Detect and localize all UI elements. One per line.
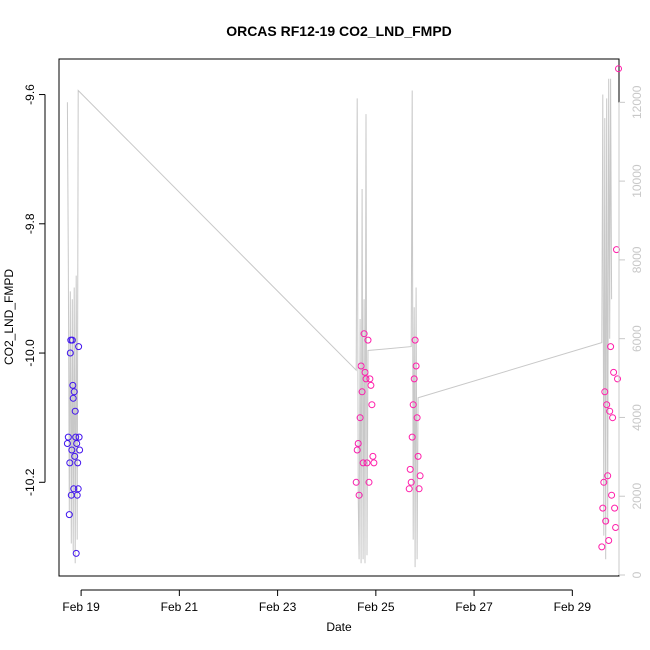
data-point	[71, 452, 79, 460]
data-point	[411, 336, 419, 344]
data-point	[598, 543, 606, 551]
data-point	[69, 394, 77, 402]
data-point	[65, 511, 73, 519]
data-point	[364, 336, 372, 344]
data-point	[606, 407, 614, 415]
data-point	[66, 459, 74, 467]
data-point	[355, 491, 363, 499]
data-point	[410, 375, 418, 383]
data-point	[599, 504, 607, 512]
data-point	[603, 401, 611, 409]
data-point	[76, 446, 84, 454]
x-tick-label: Feb 23	[259, 600, 297, 614]
y-tick-label: -9.8	[23, 213, 37, 234]
x-axis-label: Date	[326, 620, 352, 634]
data-point	[408, 433, 416, 441]
data-point	[361, 368, 369, 376]
data-point	[70, 388, 78, 396]
data-point	[66, 349, 74, 357]
data-point	[370, 459, 378, 467]
data-point	[409, 401, 417, 409]
x-tick-label: Feb 21	[161, 600, 199, 614]
data-point	[416, 472, 424, 480]
y-tick-label: -10.2	[23, 468, 37, 496]
data-point	[407, 478, 415, 486]
y2-tick-label: 8000	[630, 246, 644, 273]
axes-layer: Feb 19 Feb 21 Feb 23 Feb 25 Feb 27 Feb 29 -9.6…	[23, 84, 644, 614]
data-point	[68, 336, 76, 344]
data-point	[69, 381, 77, 389]
data-point	[63, 440, 71, 447]
data-point	[358, 388, 366, 396]
data-point	[64, 433, 72, 441]
data-point	[352, 478, 360, 486]
data-point	[74, 485, 82, 493]
x-tick-label: Feb 19	[62, 600, 100, 614]
data-point	[363, 459, 371, 467]
data-point	[354, 440, 362, 447]
y2-tick-label: 2000	[630, 483, 644, 510]
data-point	[605, 537, 613, 544]
data-point	[607, 343, 615, 351]
y2-tick-label: 4000	[630, 404, 644, 431]
data-point	[356, 414, 364, 422]
data-point	[365, 478, 373, 486]
data-point	[71, 407, 79, 415]
data-point	[609, 414, 617, 422]
y-tick-label: -10.0	[23, 339, 37, 367]
data-point	[608, 491, 616, 499]
data-point	[600, 478, 608, 486]
x-tick-label: Feb 25	[357, 600, 395, 614]
data-point	[415, 485, 423, 493]
data-point	[368, 401, 376, 409]
data-point	[75, 343, 83, 351]
chart-title: ORCAS RF12-19 CO2_LND_FMPD	[226, 23, 452, 39]
data-point	[369, 452, 377, 460]
data-point	[601, 388, 609, 396]
data-point	[414, 452, 422, 460]
data-point	[362, 375, 370, 383]
data-point	[602, 517, 610, 525]
data-point	[353, 446, 361, 454]
data-point	[614, 375, 621, 383]
data-point	[72, 549, 80, 557]
data-point	[70, 485, 78, 493]
data-point	[405, 485, 413, 493]
data-point	[359, 459, 367, 467]
x-tick-label: Feb 27	[455, 600, 493, 614]
y2-tick-label: 0	[630, 571, 644, 578]
data-point	[413, 414, 421, 422]
data-point	[74, 459, 82, 467]
data-point	[360, 330, 368, 338]
data-point	[412, 362, 420, 370]
data-point	[68, 446, 76, 454]
y2-tick-label: 12000	[630, 85, 644, 119]
data-point	[406, 465, 414, 473]
data-point	[611, 504, 619, 512]
y2-tick-label: 10000	[630, 164, 644, 198]
y-tick-label: -9.6	[23, 84, 37, 105]
data-point	[73, 440, 81, 447]
data-point	[72, 433, 80, 441]
x-tick-label: Feb 29	[554, 600, 592, 614]
data-point	[604, 472, 612, 480]
data-points-layer	[63, 65, 622, 557]
data-point	[73, 491, 81, 499]
data-point	[610, 368, 618, 376]
data-point	[75, 433, 83, 441]
data-point	[366, 375, 374, 383]
data-point	[367, 381, 375, 389]
data-point	[357, 362, 365, 370]
y2-tick-label: 6000	[630, 325, 644, 352]
y-axis-label: CO2_LND_FMPD	[2, 269, 16, 365]
data-point	[615, 65, 622, 73]
